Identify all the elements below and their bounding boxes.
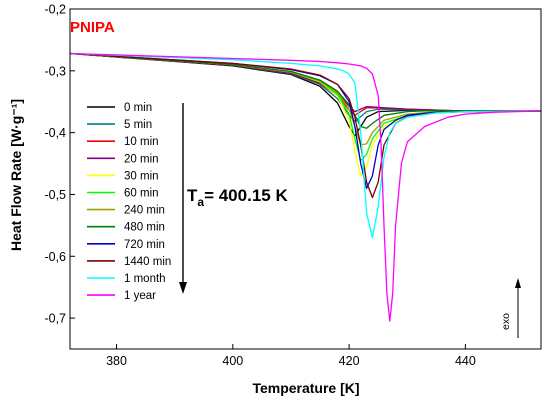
y-tick-label: -0,7	[44, 312, 66, 326]
legend-label: 0 min	[124, 102, 152, 114]
legend-label: 240 min	[124, 205, 165, 217]
legend-label: 10 min	[124, 136, 159, 148]
x-tick-label: 400	[222, 354, 243, 368]
series-line-480-min	[69, 52, 541, 129]
series-line-240-min	[69, 52, 541, 146]
legend-label: 60 min	[124, 188, 159, 200]
legend: 0 min 5 min 10 min 20 min 30 min 60 min 240 mi…	[87, 102, 171, 302]
y-tick-label: -0,3	[44, 64, 66, 78]
legend-label: 1 month	[124, 273, 166, 285]
legend-label: 20 min	[124, 153, 159, 165]
x-axis-title: Temperature [K]	[252, 380, 359, 396]
series-line-20-min	[69, 52, 541, 113]
legend-label: 1440 min	[124, 256, 171, 268]
exo-arrow	[515, 278, 521, 338]
y-tick-label: -0,2	[44, 3, 66, 17]
exo-label: exo	[500, 313, 512, 330]
legend-label: 480 min	[124, 222, 165, 234]
plot-frame	[69, 8, 542, 350]
ticks-layer: 380 400 420 440 -0,7 -0,6 -0,5 -0,4 -0,3 -0,2	[44, 3, 475, 369]
series-line-1-year	[69, 52, 542, 322]
annealing-temperature-label: Ta= 400.15 K	[187, 186, 288, 209]
x-tick-label: 440	[455, 354, 476, 368]
y-tick-label: -0,6	[44, 250, 66, 264]
legend-label: 5 min	[124, 119, 152, 131]
y-tick-label: -0,4	[44, 126, 66, 140]
legend-label: 1 year	[124, 290, 156, 302]
y-axis-title: Heat Flow Rate [W·g⁻¹]	[8, 99, 24, 251]
series-line-1-month	[69, 52, 542, 239]
x-tick-label: 380	[106, 354, 127, 368]
legend-label: 30 min	[124, 170, 159, 182]
series-line-720-min	[69, 52, 542, 189]
chart-title: PNIPA	[70, 19, 115, 36]
series-layer	[69, 52, 542, 322]
y-tick-label: -0,5	[44, 188, 66, 202]
annealing-arrow	[179, 103, 187, 294]
x-tick-label: 420	[339, 354, 360, 368]
legend-label: 720 min	[124, 239, 165, 251]
